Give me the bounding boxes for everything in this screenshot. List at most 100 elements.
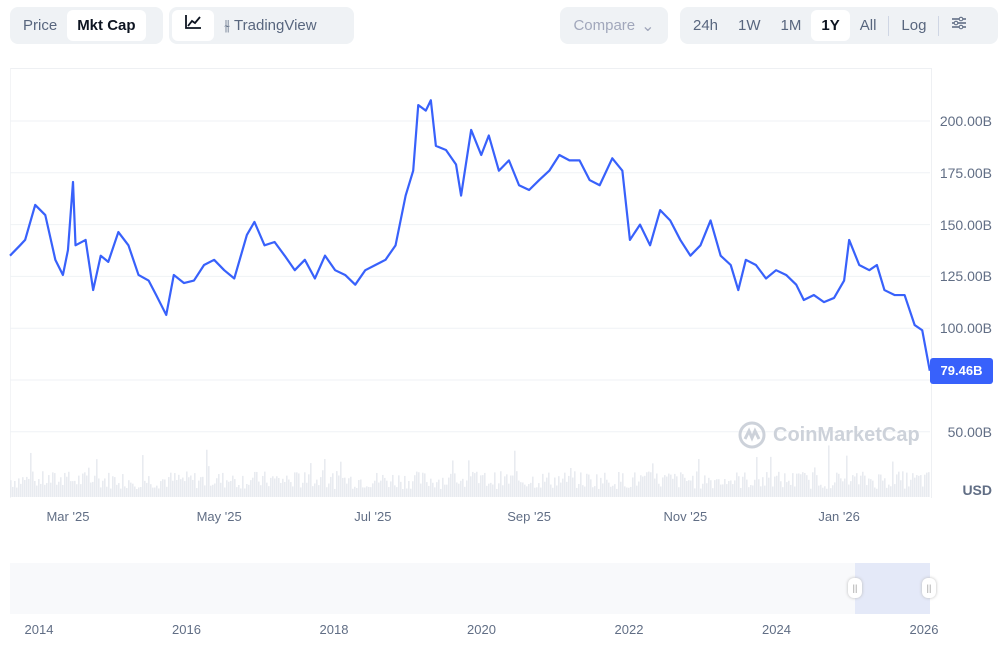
- volume-bar: [508, 483, 510, 497]
- volume-bar: [354, 486, 356, 497]
- settings-button[interactable]: [941, 10, 977, 41]
- volume-bar: [762, 477, 764, 497]
- volume-bar: [700, 488, 702, 497]
- volume-bar: [592, 487, 594, 497]
- volume-bar: [552, 487, 554, 497]
- volume-bar: [788, 480, 790, 497]
- volume-bar: [70, 481, 72, 497]
- volume-bar: [158, 488, 160, 497]
- volume-bar: [496, 488, 498, 497]
- divider: [938, 15, 940, 36]
- range-all[interactable]: All: [859, 17, 877, 34]
- volume-bar: [282, 478, 284, 497]
- volume-bar: [392, 474, 394, 497]
- range-1m[interactable]: 1M: [780, 17, 802, 34]
- volume-bar: [606, 479, 608, 497]
- volume-bar: [126, 488, 128, 497]
- volume-bar: [102, 480, 104, 497]
- divider: [888, 15, 890, 36]
- volume-bar: [906, 472, 908, 497]
- volume-bar: [48, 475, 50, 497]
- log-scale-button[interactable]: Log: [901, 17, 927, 34]
- volume-bar: [242, 475, 244, 497]
- volume-bar: [756, 457, 758, 497]
- navigator-handle-left[interactable]: ||: [848, 578, 862, 598]
- chart-plot-area[interactable]: [10, 68, 932, 498]
- volume-bar: [528, 484, 530, 497]
- volume-bar: [246, 483, 248, 497]
- line-chart-button[interactable]: [172, 10, 214, 41]
- volume-bar: [84, 472, 86, 497]
- volume-bar: [716, 479, 718, 497]
- line-chart-icon: [185, 15, 201, 29]
- volume-bar: [748, 487, 750, 497]
- volume-bar: [614, 484, 616, 497]
- price-tab[interactable]: Price: [23, 17, 58, 34]
- navigator-handle-right[interactable]: ||: [922, 578, 936, 598]
- volume-bar: [92, 481, 94, 497]
- volume-bar: [764, 485, 766, 497]
- volume-bar: [676, 476, 678, 497]
- volume-bar: [460, 480, 462, 497]
- tradingview-button[interactable]: ⫳ TradingView: [214, 10, 327, 41]
- range-24h[interactable]: 24h: [693, 17, 719, 34]
- volume-bar: [772, 486, 774, 497]
- volume-bar: [534, 487, 536, 497]
- volume-bar: [238, 484, 240, 497]
- volume-bar: [216, 478, 218, 497]
- volume-bar: [442, 477, 444, 497]
- volume-bar: [108, 472, 110, 497]
- volume-bar: [172, 480, 174, 497]
- volume-bar: [728, 481, 730, 497]
- volume-bar: [24, 480, 26, 497]
- volume-bar: [306, 482, 308, 497]
- volume-bar: [698, 459, 700, 497]
- volume-bar: [846, 455, 848, 497]
- volume-bar: [194, 473, 196, 497]
- volume-bar: [860, 475, 862, 497]
- navigator-selection[interactable]: [855, 563, 930, 614]
- volume-bar: [154, 487, 156, 497]
- compare-dropdown[interactable]: Compare ⌄: [560, 7, 668, 44]
- volume-bar: [740, 487, 742, 497]
- y-tick-label: 150.00B: [939, 216, 992, 233]
- volume-bar: [636, 485, 638, 497]
- volume-bar: [308, 474, 310, 497]
- volume-bar: [88, 467, 90, 497]
- volume-bar: [348, 478, 350, 497]
- volume-bar: [228, 481, 230, 497]
- volume-bar: [342, 477, 344, 497]
- volume-bar: [240, 488, 242, 497]
- volume-bar: [394, 485, 396, 497]
- volume-bar: [472, 471, 474, 497]
- navigator[interactable]: [10, 563, 930, 614]
- volume-bar: [54, 473, 56, 497]
- volume-bar: [396, 487, 398, 497]
- volume-bar: [148, 476, 150, 497]
- mkt-cap-tab[interactable]: Mkt Cap: [67, 10, 146, 41]
- volume-bar: [152, 487, 154, 497]
- range-selector: 24h 1W 1M 1Y All Log: [680, 7, 998, 44]
- currency-label: USD: [962, 482, 992, 498]
- volume-bar: [40, 483, 42, 497]
- volume-bar: [570, 468, 572, 497]
- volume-bar: [332, 473, 334, 497]
- volume-bar: [436, 482, 438, 497]
- volume-bar: [448, 477, 450, 497]
- volume-bar: [618, 471, 620, 497]
- volume-bar: [660, 486, 662, 497]
- volume-bar: [888, 484, 890, 497]
- volume-bar: [44, 484, 46, 497]
- volume-bar: [780, 481, 782, 497]
- range-1w[interactable]: 1W: [738, 17, 761, 34]
- volume-bar: [744, 472, 746, 497]
- volume-bar: [208, 466, 210, 497]
- volume-bar: [296, 472, 298, 497]
- volume-bar: [580, 472, 582, 497]
- volume-bar: [550, 484, 552, 497]
- range-1y[interactable]: 1Y: [811, 10, 850, 41]
- volume-bar: [600, 477, 602, 497]
- volume-bar: [896, 474, 898, 497]
- y-tick-label: 175.00B: [939, 164, 992, 181]
- volume-bar: [486, 485, 488, 497]
